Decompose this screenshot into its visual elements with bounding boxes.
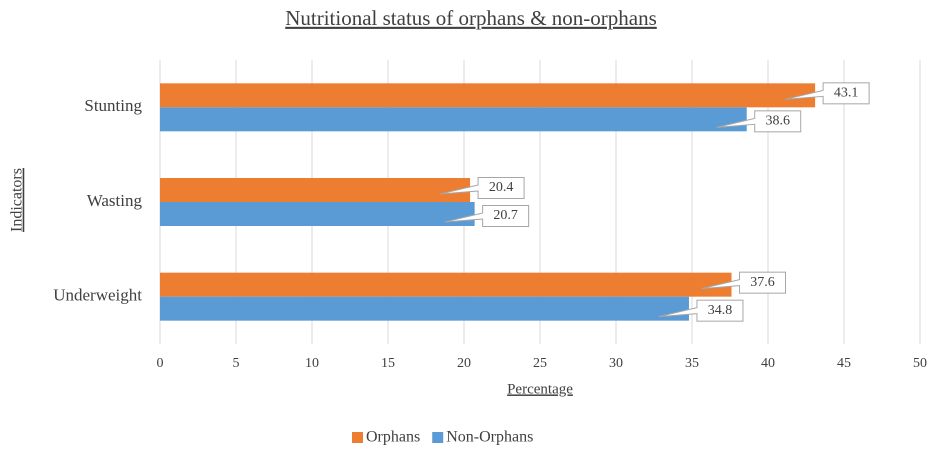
data-label: 34.8	[708, 303, 733, 318]
y-tick-label: Wasting	[87, 191, 143, 210]
bar	[160, 296, 689, 321]
x-tick-label: 15	[381, 356, 395, 371]
x-tick-label: 40	[761, 356, 775, 371]
bar	[160, 272, 732, 297]
x-tick-label: 50	[913, 356, 927, 371]
data-label: 20.7	[493, 208, 518, 223]
x-tick-label: 35	[685, 356, 699, 371]
x-tick-label: 5	[233, 356, 240, 371]
data-label: 38.6	[765, 114, 790, 129]
data-label: 20.4	[489, 180, 514, 195]
legend-swatch	[432, 432, 444, 443]
bar	[160, 107, 747, 132]
x-tick-label: 0	[157, 356, 164, 371]
chart-title: Nutritional status of orphans & non-orph…	[285, 6, 657, 30]
bar	[160, 178, 471, 202]
legend-label: Orphans	[366, 429, 420, 446]
legend-swatch	[352, 432, 363, 443]
data-label: 37.6	[750, 275, 775, 290]
legend-label: Non-Orphans	[446, 429, 533, 446]
x-tick-label: 10	[305, 356, 319, 371]
data-label: 43.1	[834, 86, 859, 101]
x-tick-label: 45	[837, 356, 851, 371]
y-tick-label: Stunting	[84, 96, 142, 115]
y-tick-label: Underweight	[53, 286, 142, 305]
bar	[160, 83, 816, 108]
x-tick-label: 20	[457, 356, 471, 371]
bar	[160, 202, 475, 226]
x-tick-label: 30	[609, 356, 623, 371]
x-tick-label: 25	[533, 356, 547, 371]
y-axis-label: Indicators	[9, 168, 26, 232]
x-axis-label: Percentage	[507, 381, 573, 397]
